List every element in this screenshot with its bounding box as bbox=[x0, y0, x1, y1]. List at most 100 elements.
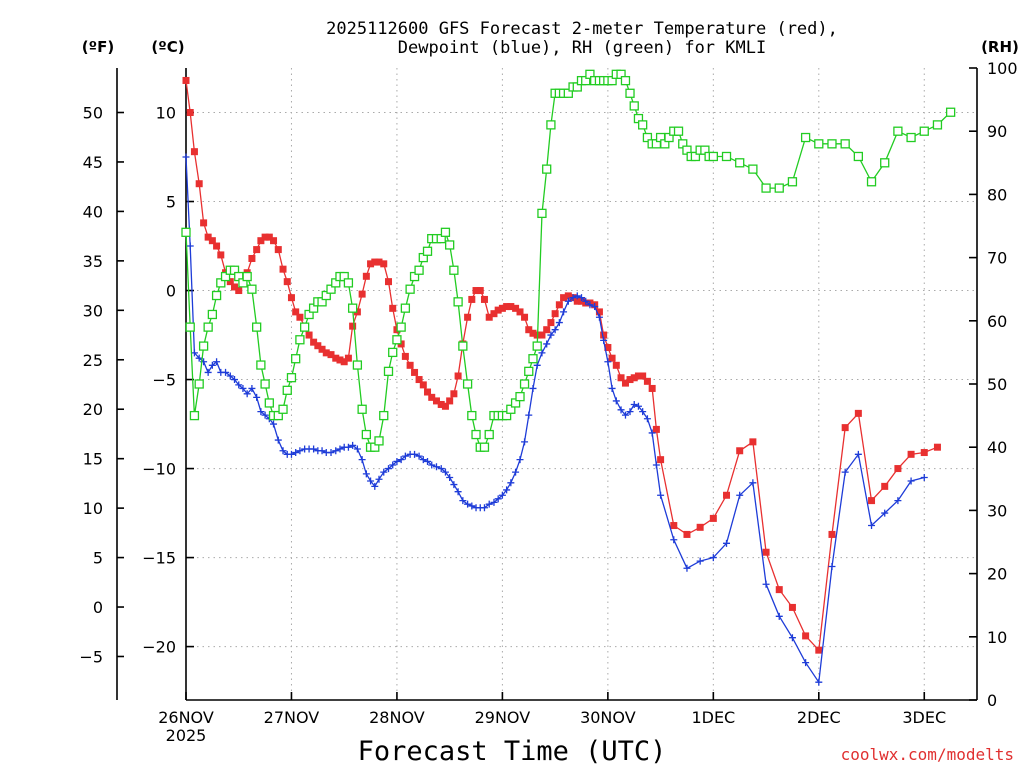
dewpoint-point-34 bbox=[332, 447, 340, 455]
dewpoint-point-109 bbox=[670, 536, 678, 544]
rh-point-112 bbox=[673, 126, 684, 136]
dewpoint-point-29 bbox=[310, 445, 318, 453]
rh-point-121 bbox=[721, 151, 732, 162]
dewpoint-point-114 bbox=[736, 491, 744, 499]
temperature-point-58 bbox=[437, 400, 445, 408]
rh-tick-label-30: 30 bbox=[987, 501, 1007, 520]
dewpoint-point-111 bbox=[696, 557, 704, 565]
temperature-point-86 bbox=[560, 294, 568, 302]
dewpoint-point-108 bbox=[657, 491, 665, 499]
temperature-point-121 bbox=[828, 530, 836, 538]
dewpoint-point-68 bbox=[480, 504, 488, 512]
dewpoint-point-70 bbox=[490, 498, 498, 506]
rh-point-37 bbox=[343, 278, 354, 288]
temperature-point-109 bbox=[670, 522, 678, 530]
dewpoint-point-115 bbox=[749, 479, 757, 487]
rh-tick-label-20: 20 bbox=[987, 565, 1007, 584]
temperature-point-3 bbox=[195, 180, 203, 188]
temperature-point-118 bbox=[788, 603, 796, 611]
dewpoint-point-78 bbox=[525, 411, 533, 419]
temperature-point-77 bbox=[521, 313, 529, 321]
dewpoint-point-71 bbox=[494, 495, 502, 503]
temperature-point-7 bbox=[213, 242, 221, 250]
rh-point-39 bbox=[352, 360, 363, 370]
dewpoint-point-94 bbox=[595, 313, 603, 321]
rh-point-26 bbox=[295, 335, 305, 345]
rh-point-48 bbox=[392, 335, 402, 345]
fahrenheit-tick-label-45: 45 bbox=[83, 153, 103, 172]
temperature-point-11 bbox=[231, 283, 239, 291]
dewpoint-point-56 bbox=[428, 461, 436, 469]
rh-tick-label-10: 10 bbox=[987, 628, 1007, 647]
temperature-point-65 bbox=[468, 295, 476, 303]
dewpoint-point-0 bbox=[182, 153, 190, 161]
dewpoint-point-22 bbox=[279, 447, 287, 455]
temperature-point-6 bbox=[208, 237, 216, 245]
dewpoint-point-16 bbox=[253, 393, 261, 401]
temperature-point-113 bbox=[723, 491, 731, 499]
temperature-point-23 bbox=[283, 278, 291, 286]
dewpoint-point-13 bbox=[239, 384, 247, 392]
dewpoint-point-58 bbox=[437, 465, 445, 473]
celsius-tick-label--10: −10 bbox=[142, 460, 176, 479]
rh-tick-label-60: 60 bbox=[987, 312, 1007, 331]
x-tick-label-2DEC: 2DEC bbox=[797, 708, 841, 727]
temperature-point-37 bbox=[344, 354, 352, 362]
temperature-point-83 bbox=[547, 319, 555, 327]
rh-point-101 bbox=[625, 88, 635, 98]
dewpoint-point-43 bbox=[371, 482, 379, 490]
x-tick-label-3DEC: 3DEC bbox=[902, 708, 946, 727]
dewpoint-point-125 bbox=[881, 509, 889, 517]
rh-point-3 bbox=[194, 379, 204, 389]
temperature-point-18 bbox=[261, 233, 269, 241]
rh-point-120 bbox=[708, 151, 718, 162]
rh-point-33 bbox=[326, 284, 336, 294]
temperature-point-125 bbox=[881, 482, 889, 490]
rh-point-17 bbox=[256, 360, 266, 370]
rh-series bbox=[181, 69, 956, 452]
dewpoint-point-77 bbox=[521, 438, 529, 446]
dewpoint-point-104 bbox=[639, 408, 647, 416]
dewpoint-point-79 bbox=[529, 384, 537, 392]
dewpoint-point-69 bbox=[485, 500, 493, 508]
rh-tick-label-80: 80 bbox=[987, 185, 1007, 204]
dewpoint-point-116 bbox=[762, 580, 770, 588]
dewpoint-point-73 bbox=[503, 486, 511, 494]
temperature-point-79 bbox=[529, 329, 537, 337]
dewpoint-point-93 bbox=[591, 303, 599, 311]
temperature-point-67 bbox=[476, 287, 484, 295]
rh-point-116 bbox=[690, 151, 701, 162]
rh-point-76 bbox=[515, 391, 525, 402]
rh-point-45 bbox=[379, 410, 389, 421]
rh-tick-label-90: 90 bbox=[987, 122, 1007, 141]
rh-point-25 bbox=[291, 354, 301, 364]
fahrenheit-tick-label-20: 20 bbox=[83, 400, 103, 419]
temperature-point-99 bbox=[617, 374, 625, 382]
x-tick-labels: 26NOV 27NOV 28NOV 29NOV 30NOV 1DEC 2DEC 3DEC 202… bbox=[158, 692, 946, 745]
temperature-point-15 bbox=[248, 254, 256, 262]
rh-point-44 bbox=[374, 436, 384, 446]
temperature-point-5 bbox=[204, 233, 212, 241]
dewpoint-point-82 bbox=[543, 340, 551, 348]
temperature-point-124 bbox=[868, 497, 876, 505]
rh-point-80 bbox=[532, 341, 542, 351]
dewpoint-point-44 bbox=[375, 475, 383, 483]
rh-point-6 bbox=[207, 309, 218, 320]
temperature-point-54 bbox=[419, 381, 427, 389]
dewpoint-point-46 bbox=[384, 465, 392, 473]
rh-tick-label-70: 70 bbox=[987, 249, 1007, 268]
rh-point-104 bbox=[638, 120, 648, 130]
rh-point-136 bbox=[919, 126, 929, 136]
temperature-point-97 bbox=[608, 354, 616, 362]
dewpoint-point-60 bbox=[446, 473, 454, 481]
rh-point-19 bbox=[264, 398, 274, 408]
rh-point-69 bbox=[484, 429, 494, 440]
rh-point-46 bbox=[383, 366, 394, 377]
temperature-point-68 bbox=[480, 295, 488, 303]
dewpoint-point-86 bbox=[560, 308, 568, 316]
dewpoint-point-98 bbox=[612, 397, 620, 405]
dewpoint-point-88 bbox=[569, 294, 577, 302]
temperature-point-29 bbox=[310, 338, 318, 346]
data-series bbox=[181, 69, 956, 686]
temperature-point-95 bbox=[600, 331, 608, 339]
